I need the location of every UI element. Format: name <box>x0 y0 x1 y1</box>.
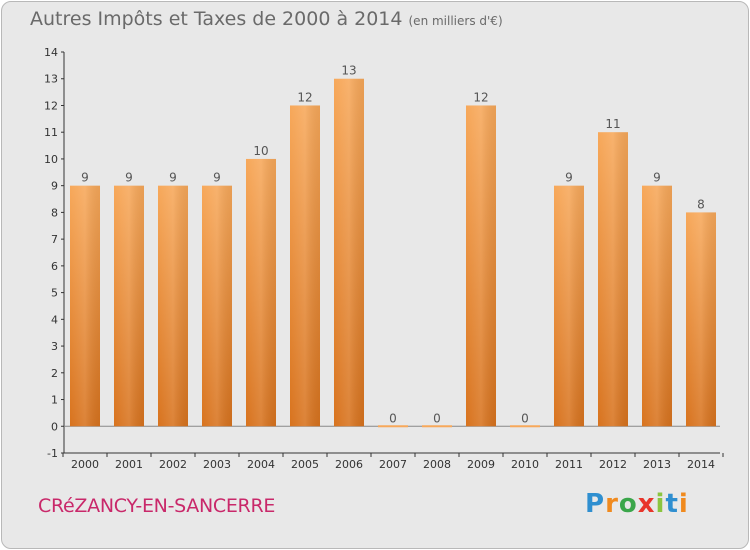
logo-letter: x <box>637 489 656 519</box>
data-label: 11 <box>605 117 620 131</box>
chart-title-text: Autres Impôts et Taxes de 2000 à 2014 <box>30 8 403 30</box>
y-tick-label: 1 <box>51 394 58 407</box>
data-label: 13 <box>341 64 356 78</box>
data-label: 12 <box>473 90 488 104</box>
data-label: 9 <box>213 171 221 185</box>
x-tick-label: 2003 <box>203 458 231 471</box>
y-tick-label: 5 <box>51 287 58 300</box>
data-label: 0 <box>389 411 397 425</box>
bar-shine <box>598 132 628 427</box>
bar-shine <box>466 105 496 427</box>
y-tick-label: 4 <box>51 313 58 326</box>
logo-letter: t <box>665 489 679 519</box>
data-label: 9 <box>81 171 89 185</box>
y-tick-label: 3 <box>51 340 58 353</box>
x-tick-label: 2013 <box>643 458 671 471</box>
x-tick-label: 2008 <box>423 458 451 471</box>
x-tick-label: 2010 <box>511 458 539 471</box>
data-label: 9 <box>125 171 133 185</box>
y-tick-label: 10 <box>44 153 58 166</box>
y-tick-label: 8 <box>51 206 58 219</box>
x-tick-label: 2007 <box>379 458 407 471</box>
x-tick-label: 2000 <box>71 458 99 471</box>
bar-shine <box>70 185 100 427</box>
proxiti-logo: Proxiti <box>585 489 689 519</box>
bar-shine <box>114 185 144 427</box>
y-tick-label: 0 <box>51 420 58 433</box>
bar-shine <box>290 105 320 427</box>
y-tick-label: -1 <box>47 447 58 460</box>
logo-letter: r <box>605 489 619 519</box>
x-tick-label: 2006 <box>335 458 363 471</box>
data-label: 10 <box>253 144 268 158</box>
bar-shine <box>158 185 188 427</box>
y-tick-label: 11 <box>44 126 58 139</box>
bar-shine <box>686 212 716 427</box>
data-label: 8 <box>697 197 705 211</box>
bar <box>378 425 408 428</box>
chart-title: Autres Impôts et Taxes de 2000 à 2014 (en… <box>30 8 503 30</box>
data-label: 0 <box>433 411 441 425</box>
chart-unit: (en milliers d'€) <box>408 14 503 28</box>
y-tick-label: 7 <box>51 233 58 246</box>
y-tick-label: 2 <box>51 367 58 380</box>
logo-letter: P <box>585 489 606 519</box>
data-label: 9 <box>169 171 177 185</box>
data-label: 12 <box>297 90 312 104</box>
logo-letter: i <box>678 489 689 519</box>
bar <box>510 425 540 428</box>
x-tick-label: 2005 <box>291 458 319 471</box>
x-tick-label: 2001 <box>115 458 143 471</box>
data-label: 9 <box>653 171 661 185</box>
logo-letter: o <box>618 489 638 519</box>
data-label: 9 <box>565 171 573 185</box>
bar-shine <box>202 185 232 427</box>
logo-letter: i <box>655 489 666 519</box>
bar <box>422 425 452 428</box>
bar-shine <box>642 185 672 427</box>
x-tick-label: 2011 <box>555 458 583 471</box>
bar-shine <box>246 158 276 427</box>
y-tick-label: 9 <box>51 180 58 193</box>
x-tick-label: 2012 <box>599 458 627 471</box>
x-tick-label: 2009 <box>467 458 495 471</box>
bar-shine <box>334 78 364 427</box>
x-tick-label: 2002 <box>159 458 187 471</box>
x-tick-label: 2004 <box>247 458 275 471</box>
y-tick-label: 14 <box>44 46 58 59</box>
x-tick-label: 2014 <box>687 458 715 471</box>
commune-name: CRéZANCY-EN-SANCERRE <box>38 495 276 517</box>
data-label: 0 <box>521 411 529 425</box>
bar-shine <box>554 185 584 427</box>
y-tick-label: 12 <box>44 99 58 112</box>
y-tick-label: 13 <box>44 73 58 86</box>
y-tick-label: 6 <box>51 260 58 273</box>
